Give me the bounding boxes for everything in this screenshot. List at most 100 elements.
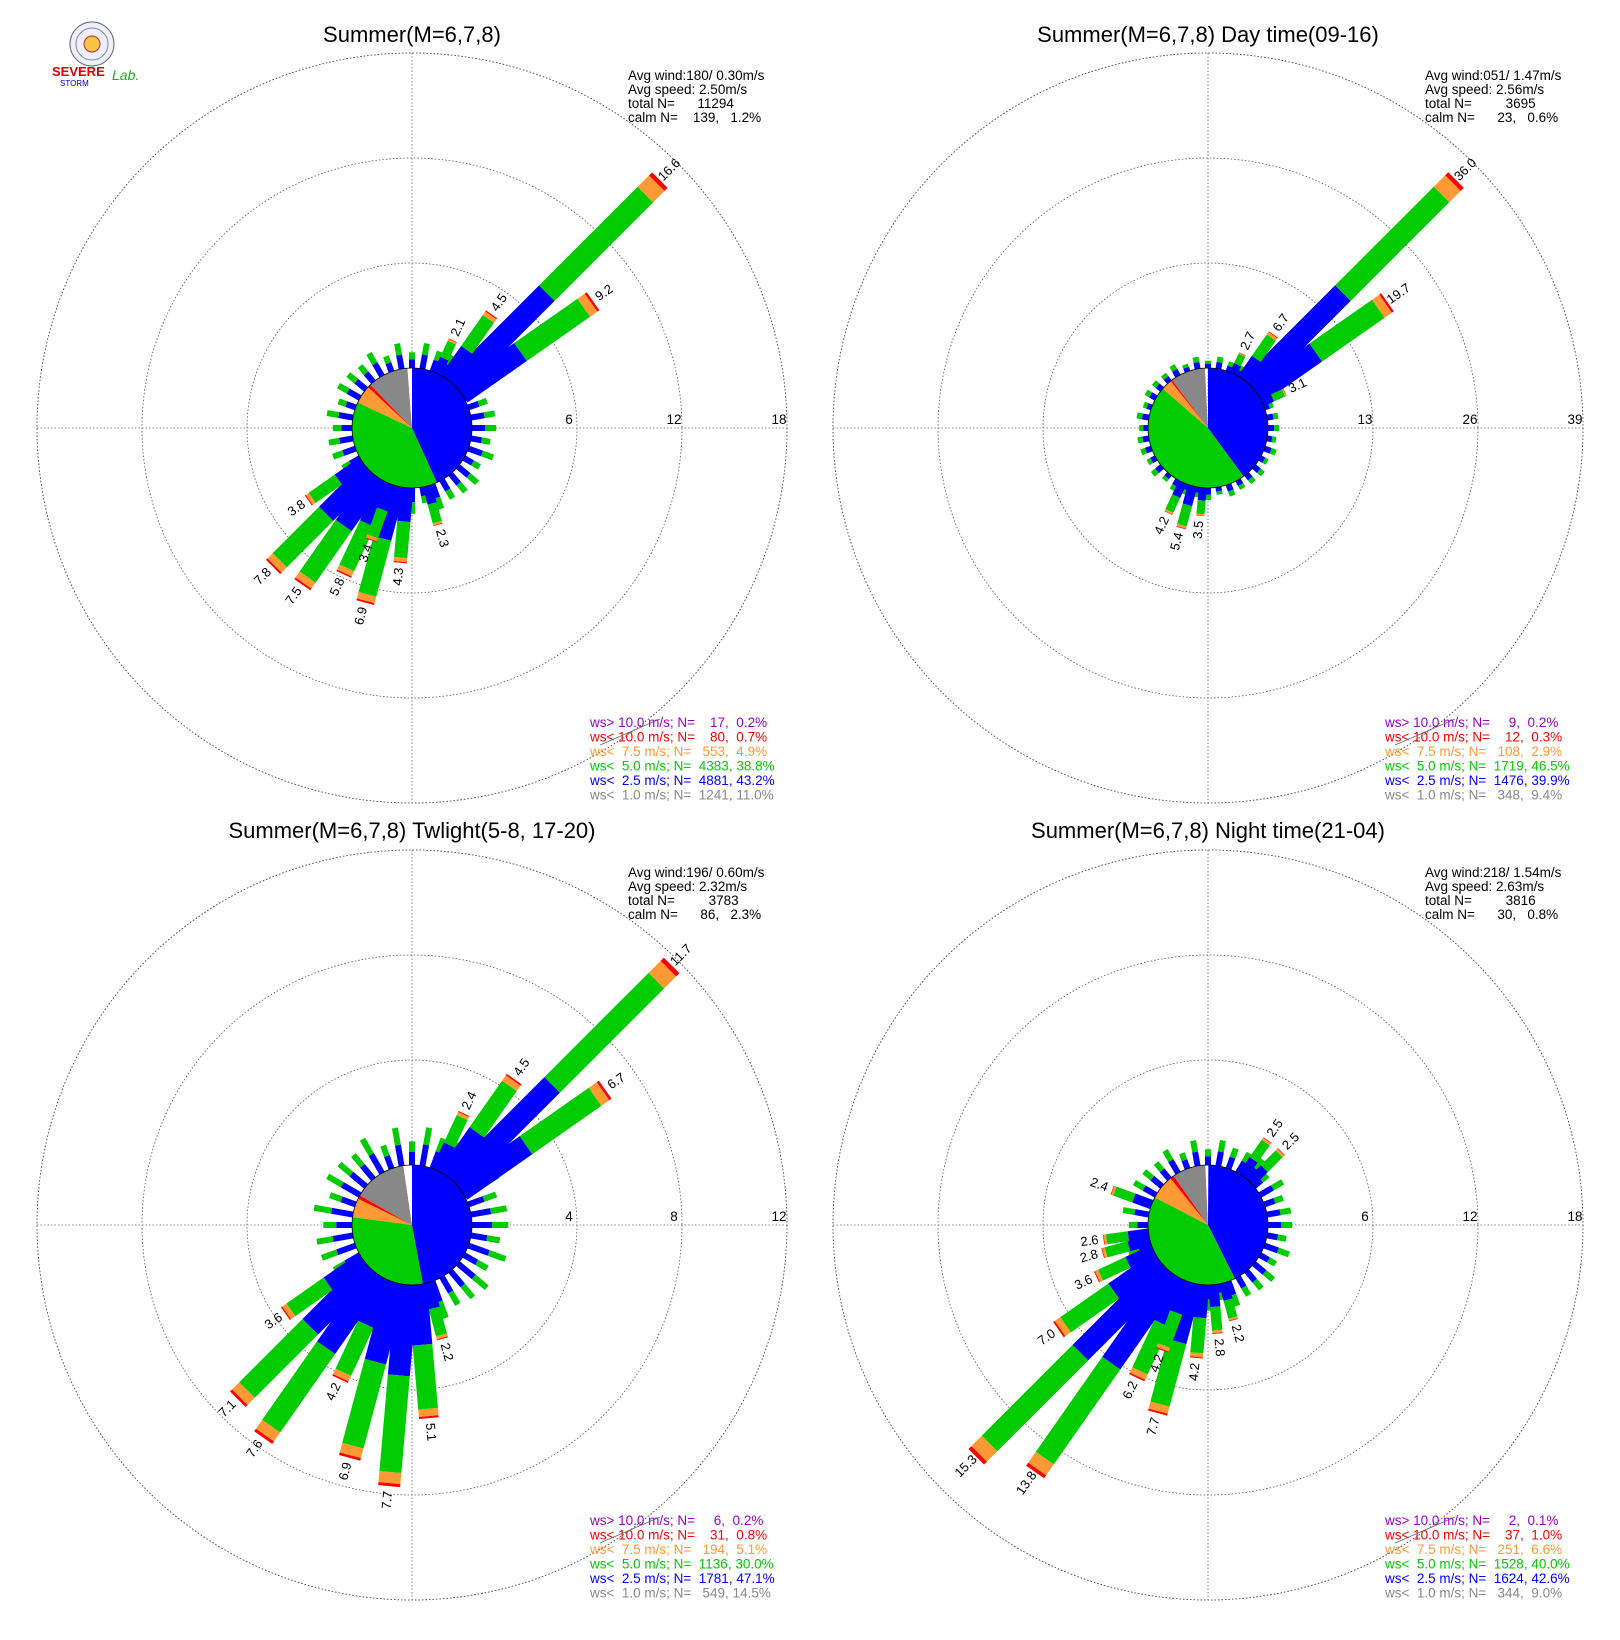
- minor-direction-bar: [336, 1242, 357, 1256]
- direction-bar-segment: [1072, 1259, 1174, 1361]
- direction-bar-segment: [637, 175, 665, 203]
- center-pie-slice: [1154, 1178, 1208, 1225]
- bar-value-label: 4.5: [510, 1055, 533, 1078]
- direction-bar-segment: [1238, 1156, 1258, 1179]
- radial-tick-label: 6: [565, 412, 573, 427]
- bar-value-label: 4.2: [1146, 1352, 1166, 1374]
- radial-tick-label: 12: [666, 412, 681, 427]
- minor-direction-bar: [1192, 356, 1200, 364]
- direction-bar-segment: [1228, 1316, 1238, 1321]
- center-pie-slice: [1173, 1165, 1208, 1225]
- direction-bar-segment: [1209, 1306, 1223, 1331]
- direction-bar-segment: [1127, 1228, 1150, 1242]
- minor-direction-bar: [1252, 1261, 1267, 1275]
- minor-direction-bar: [419, 1144, 430, 1167]
- minor-direction-bar: [1172, 368, 1181, 378]
- direction-bar-segment: [1266, 332, 1278, 341]
- minor-direction-bar: [1258, 1185, 1274, 1198]
- center-pie-outline: [1147, 1164, 1269, 1286]
- minor-direction-bar: [466, 473, 480, 485]
- minor-direction-bar: [471, 1274, 489, 1291]
- bar-value-label: 7.1: [215, 1397, 238, 1420]
- bar-value-label: 2.6: [1080, 1232, 1100, 1249]
- direction-bar-segment: [332, 1374, 349, 1383]
- minor-direction-bar: [1248, 476, 1256, 485]
- minor-direction-bar: [1262, 1270, 1276, 1282]
- direction-bar-segment: [1132, 1193, 1154, 1209]
- minor-direction-bar: [439, 1275, 454, 1294]
- minor-direction-bar: [462, 455, 474, 466]
- minor-direction-bar: [1229, 1147, 1239, 1159]
- direction-bar-segment: [1053, 1321, 1066, 1338]
- direction-bar-segment: [1127, 1235, 1152, 1252]
- logo-text-lab: Lab.: [112, 67, 139, 83]
- legend-strike-line: [1394, 718, 1456, 746]
- minor-direction-bar: [345, 401, 357, 411]
- minor-direction-bar: [439, 478, 451, 492]
- minor-direction-bar: [1192, 1151, 1201, 1167]
- minor-direction-bar: [1146, 457, 1154, 466]
- direction-bar-segment: [272, 506, 334, 568]
- stat-line: total N= 11294: [628, 96, 734, 111]
- direction-bar-segment: [971, 1435, 998, 1462]
- minor-direction-bar: [480, 450, 495, 461]
- minor-direction-bar: [1168, 1159, 1181, 1175]
- legend-entry: ws> 10.0 m/s; N= 9, 0.2%: [1384, 715, 1558, 730]
- minor-direction-bar: [481, 437, 491, 445]
- direction-bar-segment: [230, 1389, 248, 1407]
- radial-tick-label: 6: [1361, 1209, 1369, 1224]
- direction-bar-segment: [378, 1471, 402, 1485]
- minor-direction-bar: [1252, 1278, 1264, 1291]
- minor-direction-bar: [429, 483, 441, 499]
- direction-bar-segment: [397, 487, 414, 523]
- stat-line: total N= 3695: [1425, 96, 1536, 111]
- minor-direction-bar: [1227, 361, 1235, 368]
- direction-bar-segment: [1182, 484, 1198, 507]
- minor-direction-bar: [337, 398, 348, 407]
- minor-direction-bar: [363, 371, 376, 384]
- minor-direction-bar: [1230, 1293, 1241, 1307]
- minor-direction-bar: [470, 435, 483, 444]
- direction-bar-segment: [1026, 1462, 1047, 1479]
- bar-value-label: 2.2: [1229, 1323, 1248, 1344]
- center-pie-slice: [1148, 1197, 1235, 1285]
- direction-bar-segment: [286, 1277, 333, 1317]
- direction-bar-segment: [648, 960, 677, 989]
- minor-direction-bar: [1270, 1179, 1285, 1191]
- direction-bar-segment: [379, 1374, 410, 1473]
- direction-bar-segment: [302, 1259, 378, 1335]
- minor-direction-bar: [1153, 1161, 1165, 1173]
- minor-direction-bar: [332, 450, 345, 460]
- legend-entry: ws> 10.0 m/s; N= 6, 0.2%: [589, 1513, 763, 1528]
- direction-bar-segment: [1125, 1244, 1157, 1268]
- direction-bar-segment: [435, 1333, 448, 1340]
- minor-direction-bar: [490, 1205, 508, 1215]
- panel-title: Summer(M=6,7,8): [323, 22, 501, 47]
- radial-tick-label: 39: [1567, 412, 1582, 427]
- direction-bar-segment: [1111, 1185, 1117, 1196]
- minor-direction-bar: [394, 1144, 405, 1167]
- minor-direction-bar: [419, 486, 427, 497]
- minor-direction-bar: [1263, 1197, 1276, 1208]
- legend-entry: ws< 1.0 m/s; N= 344, 9.0%: [1384, 1586, 1562, 1601]
- direction-bar-segment: [412, 1343, 438, 1410]
- direction-bar-segment: [544, 972, 665, 1093]
- bar-value-label: 2.7: [1237, 329, 1258, 352]
- direction-bar-segment: [1379, 293, 1394, 313]
- direction-bar-segment: [428, 1306, 447, 1337]
- minor-direction-bar: [385, 362, 395, 373]
- minor-direction-bar: [351, 1153, 365, 1168]
- minor-direction-bar: [1182, 483, 1191, 491]
- minor-direction-bar: [1273, 1194, 1284, 1204]
- minor-direction-bar: [1235, 1160, 1247, 1175]
- minor-direction-bar: [1252, 464, 1261, 473]
- minor-direction-bar: [1238, 483, 1246, 490]
- minor-direction-bar: [1235, 478, 1244, 487]
- panel-title: Summer(M=6,7,8) Night time(21-04): [1031, 818, 1385, 843]
- direction-bar-segment: [364, 1280, 408, 1365]
- bar-value-label: 2.1: [447, 316, 468, 339]
- direction-bar-segment: [1172, 480, 1187, 499]
- center-pie-slice: [370, 368, 412, 428]
- minor-direction-bar: [1279, 1207, 1292, 1216]
- minor-direction-bar: [1151, 380, 1160, 388]
